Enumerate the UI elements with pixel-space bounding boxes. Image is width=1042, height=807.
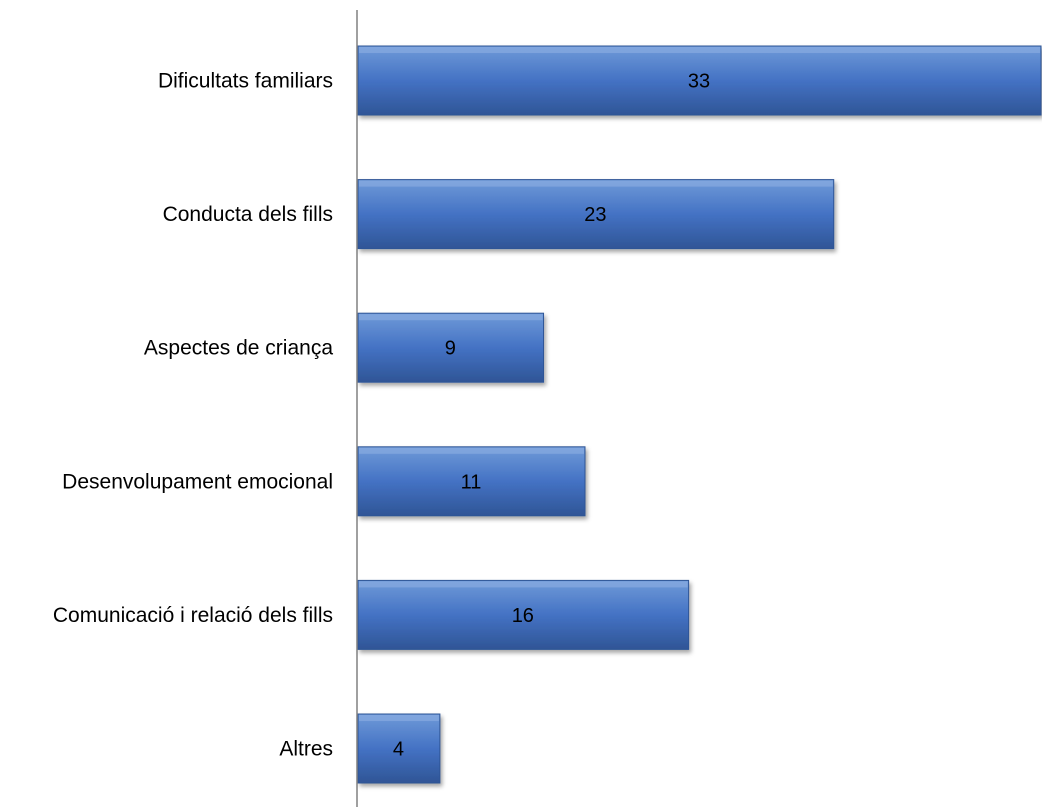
bar-highlight [359,447,584,454]
bar [357,179,835,250]
bar-group: 33 [357,45,1042,116]
bar-group: 11 [357,446,586,517]
category-label: Conducta dels fills [163,203,333,226]
bar-group: 4 [357,713,441,784]
category-label: Desenvolupament emocional [62,470,333,493]
data-label: 33 [688,71,710,93]
category-label: Altres [279,738,333,761]
category-label: Comunicació i relació dels fills [53,604,333,627]
category-label: Dificultats familiars [158,70,333,93]
bar [357,45,1042,116]
bar [357,446,586,517]
data-label: 9 [445,338,456,360]
bars-layer: 33 23 9 11 16 4 [357,45,1042,784]
bar-group: 23 [357,179,835,250]
data-label: 16 [512,605,534,627]
bar-group: 16 [357,579,690,650]
bar-highlight [359,314,543,321]
bar [357,713,441,784]
data-label: 4 [393,739,404,761]
bar-highlight [359,180,833,187]
category-labels: Dificultats familiars Conducta dels fills… [53,70,333,761]
bar-highlight [359,715,439,721]
bar-highlight [359,581,688,588]
category-label: Aspectes de criança [144,337,333,360]
bar-group: 9 [357,312,545,383]
bar [357,312,545,383]
bar [357,579,690,650]
data-label: 11 [461,471,482,493]
data-label: 23 [584,204,606,226]
bar-highlight [359,47,1040,53]
